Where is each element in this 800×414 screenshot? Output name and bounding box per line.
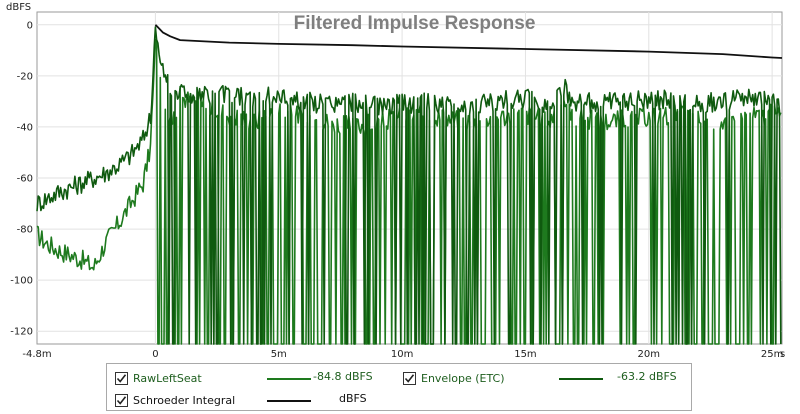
y-tick-label: -100 [10,276,33,287]
y-tick-label: 0 [27,20,33,31]
series-lines [36,24,783,345]
series-line-schroeder [154,24,783,59]
x-tick-label: 10m [391,349,413,360]
y-tick-label: -120 [10,327,33,338]
legend-item-schroeder[interactable]: Schroeder Integral [115,390,235,410]
checkbox-envelope[interactable] [403,371,416,385]
x-axis-unit: s [780,349,785,360]
checkbox-schroeder[interactable] [115,393,128,407]
check-icon [116,395,127,405]
legend-swatch-rawleftseat [267,378,311,380]
check-icon [404,373,415,383]
legend-label: Schroeder Integral [133,393,236,407]
y-tick-label: -80 [17,225,33,236]
legend-value-envelope: -63.2 dBFS [617,370,677,383]
series-line-envelope [36,26,782,345]
y-tick-label: -40 [17,122,33,133]
legend-item-rawleftseat[interactable]: RawLeftSeat [115,368,202,388]
x-tick-label: 20m [638,349,660,360]
legend-label: RawLeftSeat [133,371,202,385]
x-tick-label: 25m [761,349,783,360]
x-tick-label: -4.8m [22,349,51,360]
legend-item-envelope[interactable]: Envelope (ETC) [403,368,505,388]
x-tick-labels: -4.8m 0 5m 10m 15m 20m 25m [22,349,783,360]
x-tick-label: 15m [514,349,536,360]
y-tick-label: -20 [17,71,33,82]
chart-title: Filtered Impulse Response [294,13,536,34]
legend-value-rawleftseat: -84.8 dBFS [313,370,373,383]
check-icon [116,373,127,383]
legend-value-schroeder: dBFS [339,392,367,405]
legend: RawLeftSeat -84.8 dBFS Envelope (ETC) -6… [106,363,692,411]
x-tick-label: 5m [271,349,287,360]
x-tick-label: 0 [152,349,158,360]
series-line-rawleftseat [36,38,782,345]
legend-swatch-schroeder [267,400,311,402]
y-axis-label: dBFS [6,2,31,13]
legend-swatch-envelope [559,378,603,380]
legend-label: Envelope (ETC) [421,371,505,385]
checkbox-rawleftseat[interactable] [115,371,128,385]
y-tick-label: -60 [17,174,33,185]
y-tick-labels: 0 -20 -40 -60 -80 -100 -120 [10,20,33,337]
